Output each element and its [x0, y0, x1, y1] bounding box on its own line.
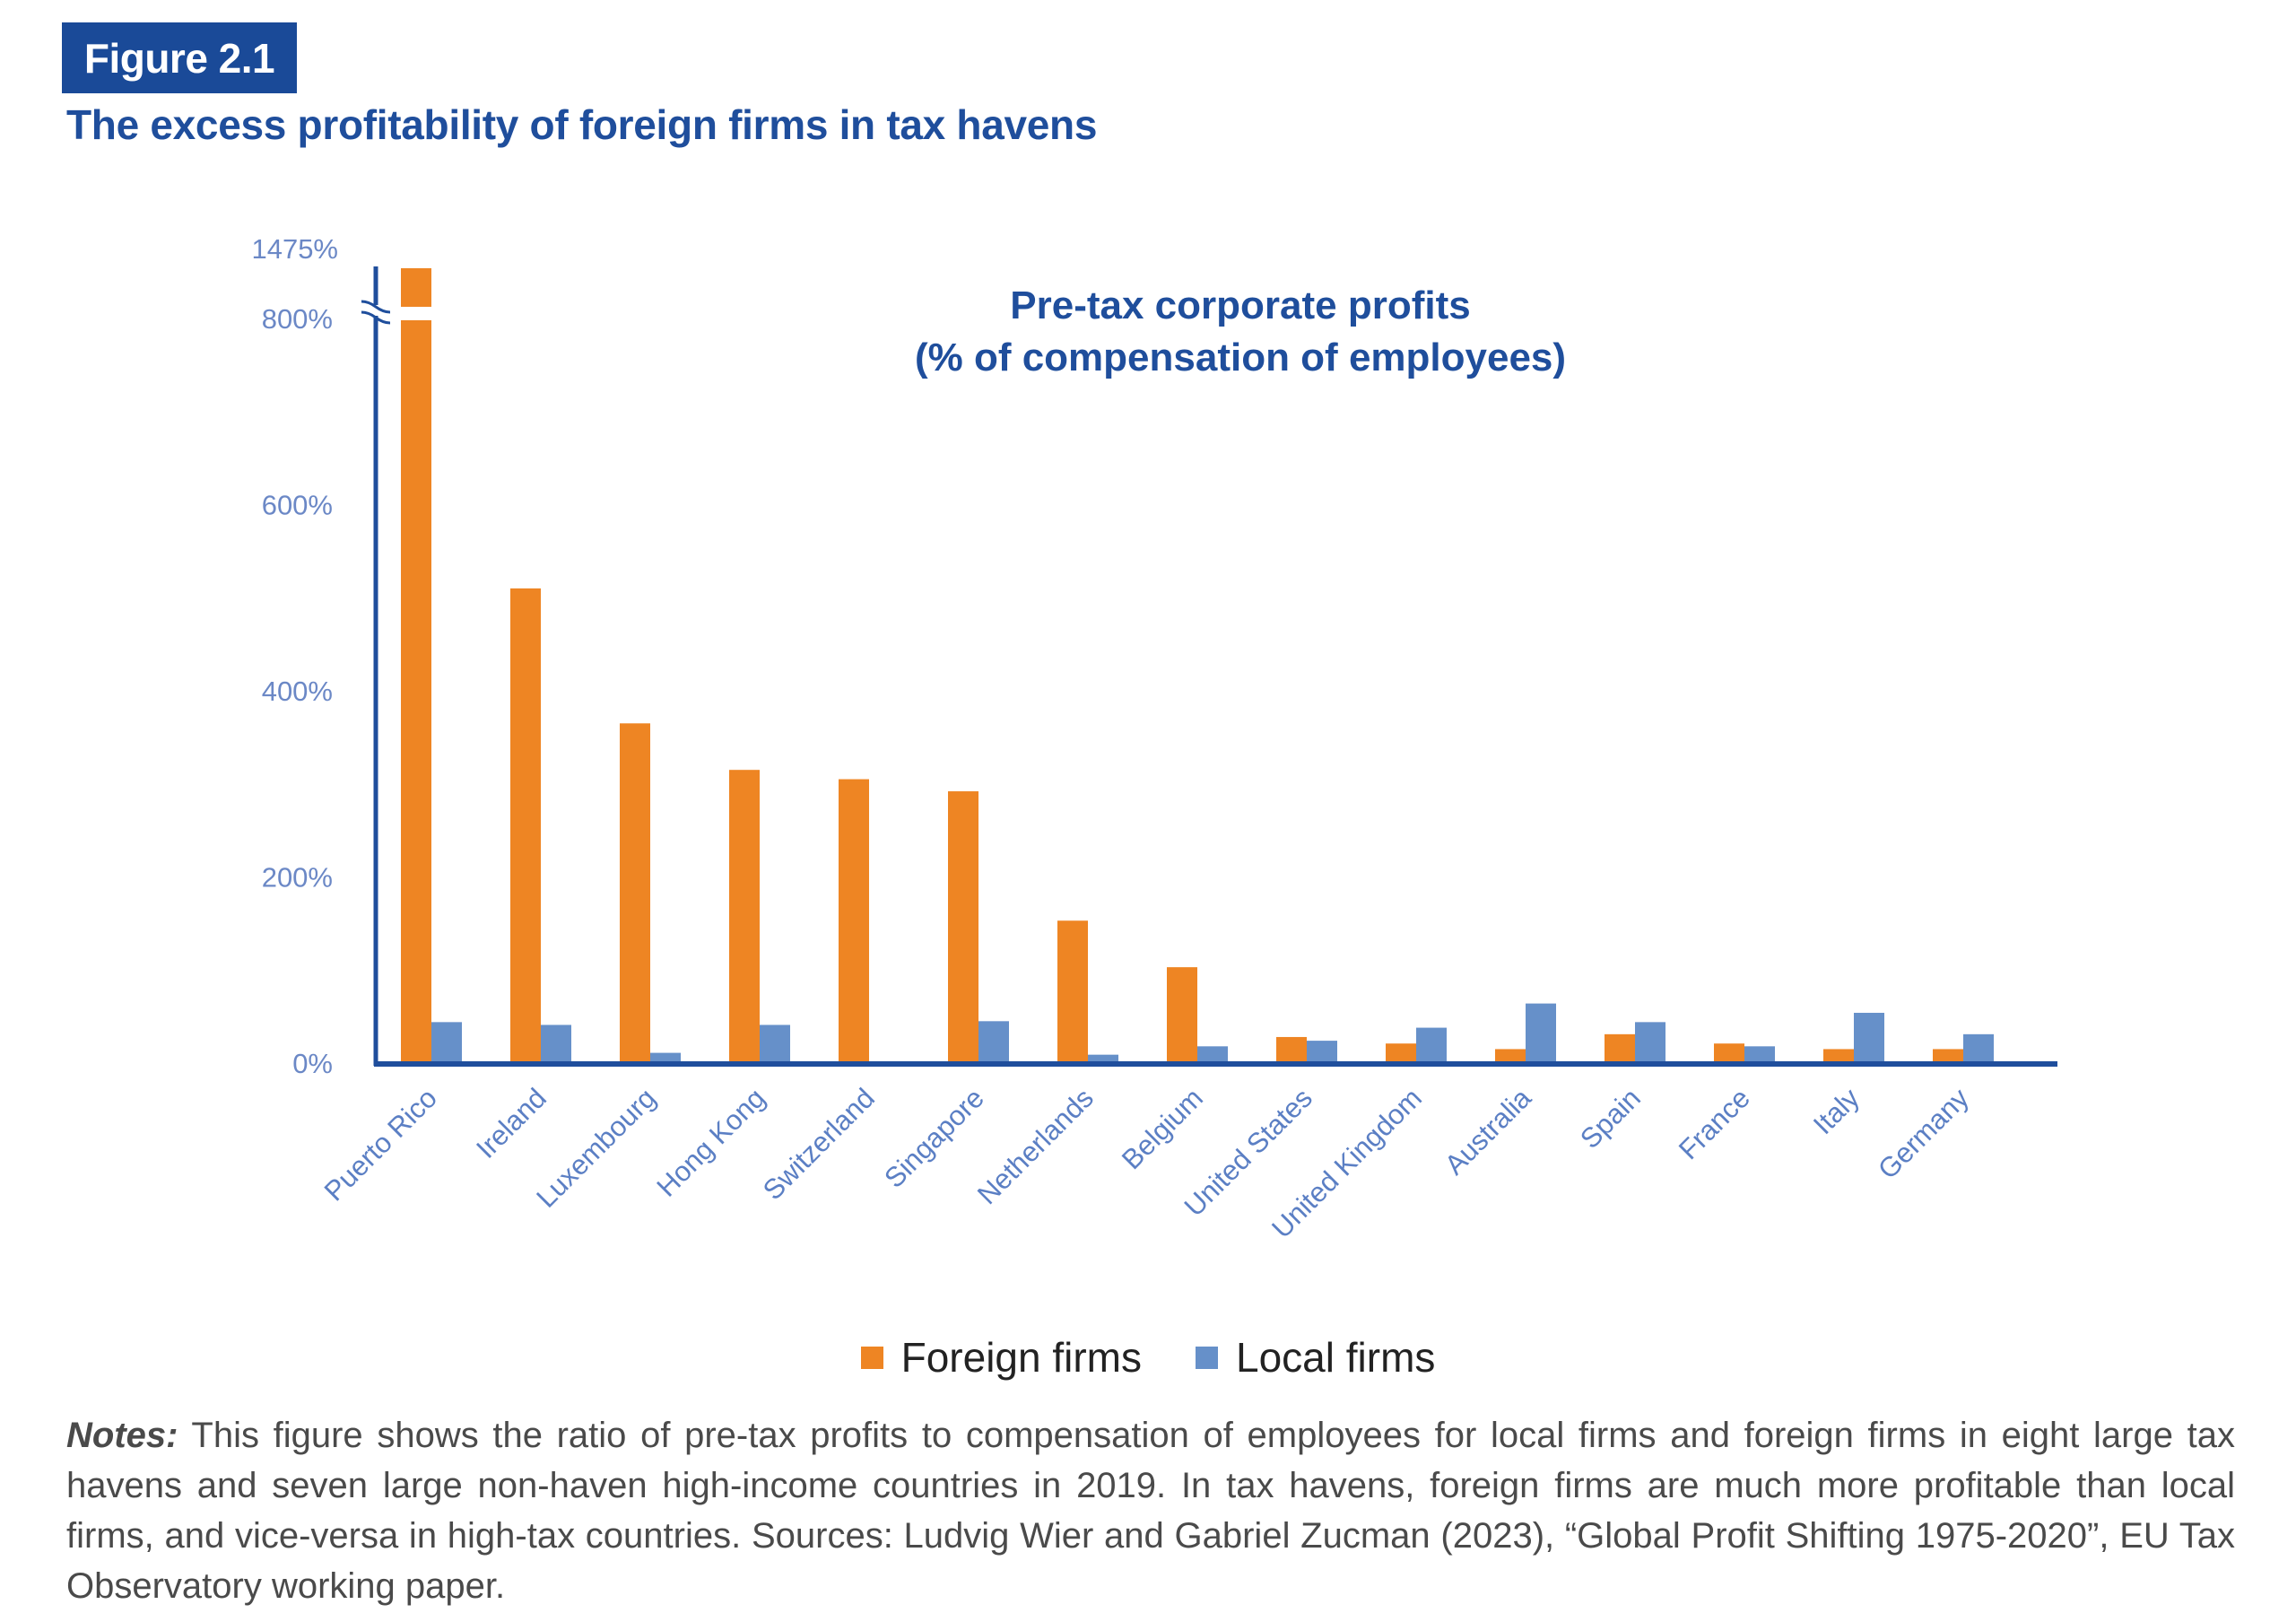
x-tick-label: France — [1673, 1082, 1756, 1165]
bar-chart: 0% 200% 400% 600% 800% 1475% Puerto Rico Irela… — [251, 233, 2057, 1244]
bar-local — [978, 1021, 1009, 1063]
legend-item-local: Local firms — [1196, 1333, 1435, 1382]
y-tick-label: 200% — [262, 862, 333, 894]
legend-item-foreign: Foreign firms — [860, 1333, 1142, 1382]
x-tick-label: Germany — [1872, 1082, 1975, 1185]
x-tick-label: Australia — [1439, 1082, 1538, 1181]
bar-foreign — [729, 770, 760, 1063]
bar-foreign — [839, 779, 869, 1063]
notes-prefix: Notes: — [66, 1416, 178, 1455]
x-tick-label: Belgium — [1116, 1082, 1209, 1175]
bar-foreign — [1933, 1049, 1963, 1063]
axes-group — [361, 266, 2057, 1067]
bar-foreign — [1276, 1036, 1307, 1063]
bar-local — [1635, 1022, 1665, 1063]
bar-foreign — [1167, 967, 1197, 1063]
bar-foreign — [1823, 1049, 1854, 1063]
bar-foreign — [948, 791, 978, 1063]
x-tick-label: Ireland — [470, 1082, 552, 1164]
notes-text: This figure shows the ratio of pre-tax p… — [66, 1416, 2235, 1606]
bar-foreign — [1386, 1043, 1416, 1063]
legend-swatch-local — [1196, 1346, 1218, 1369]
y-tick-label-break-top: 1475% — [251, 233, 338, 265]
bar-foreign — [620, 723, 650, 1063]
bar-local — [1744, 1046, 1775, 1063]
legend-label-foreign: Foreign firms — [900, 1334, 1142, 1381]
y-tick-label: 0% — [292, 1048, 333, 1079]
x-tick-label: Netherlands — [971, 1082, 1100, 1210]
x-tick-label: Switzerland — [757, 1082, 881, 1206]
bar-local — [541, 1024, 571, 1063]
y-tick-label: 600% — [262, 490, 333, 521]
bar-local — [1307, 1041, 1337, 1063]
legend-swatch-foreign — [860, 1346, 883, 1369]
x-tick-label: Puerto Rico — [318, 1082, 443, 1207]
bar-foreign — [1714, 1043, 1744, 1063]
axis-break-icon — [361, 300, 391, 325]
bar-local — [1963, 1033, 1994, 1063]
bar-local — [1526, 1003, 1556, 1063]
bar-local — [431, 1022, 462, 1063]
bar-foreign — [1057, 920, 1088, 1063]
bar-foreign-upper — [401, 268, 431, 307]
figure-notes: Notes: This figure shows the ratio of pr… — [66, 1410, 2235, 1611]
bar-local — [1088, 1054, 1118, 1063]
figure-number-badge: Figure 2.1 — [62, 22, 297, 93]
x-tick-label: Singapore — [878, 1082, 990, 1194]
bar-local — [650, 1052, 681, 1063]
bar-local — [1416, 1027, 1447, 1063]
y-tick-label: 800% — [262, 303, 333, 335]
bar-local — [1197, 1046, 1228, 1063]
bar-foreign — [510, 588, 541, 1063]
figure-title: The excess profitability of foreign firm… — [66, 101, 1098, 148]
chart-subtitle: (% of compensation of employees) — [915, 336, 1566, 379]
x-tick-label: Hong Kong — [651, 1082, 771, 1202]
bar-foreign — [1495, 1049, 1526, 1063]
legend-label-local: Local firms — [1236, 1334, 1436, 1381]
x-tick-label: Spain — [1574, 1082, 1647, 1155]
bar-local — [760, 1024, 790, 1063]
x-tick-label: Luxembourg — [530, 1082, 662, 1214]
bar-foreign-lower — [401, 320, 431, 1063]
chart-title: Pre-tax corporate profits — [1010, 283, 1470, 327]
x-tick-label: Italy — [1807, 1082, 1866, 1140]
y-tick-labels: 0% 200% 400% 600% 800% 1475% — [251, 233, 338, 1079]
y-tick-label: 400% — [262, 676, 333, 707]
bar-foreign — [1605, 1033, 1635, 1063]
bars-group — [401, 268, 1994, 1063]
bar-local — [1854, 1012, 1884, 1063]
legend: Foreign firms Local firms — [0, 1333, 2296, 1382]
